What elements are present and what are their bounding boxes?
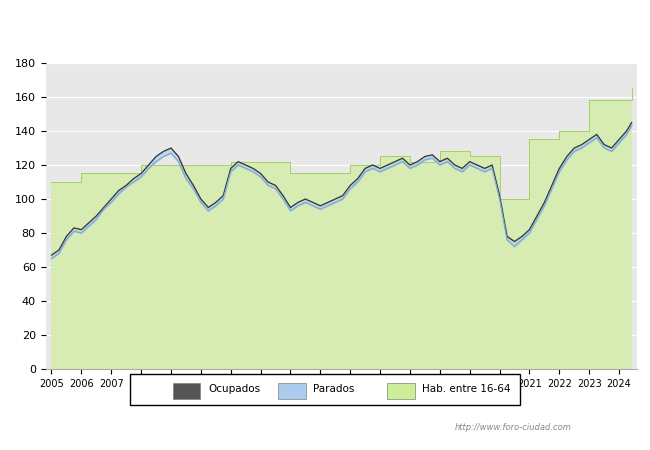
Text: Parados: Parados [313, 384, 355, 394]
Text: Espinelves - Evolucion de la poblacion en edad de Trabajar Mayo de 2024: Espinelves - Evolucion de la poblacion e… [41, 20, 609, 34]
Bar [387, 383, 415, 399]
Text: Hab. entre 16-64: Hab. entre 16-64 [422, 384, 511, 394]
Bar [278, 383, 306, 399]
Bar [173, 383, 200, 399]
Text: http://www.foro-ciudad.com: http://www.foro-ciudad.com [455, 423, 572, 432]
FancyBboxPatch shape [130, 374, 520, 405]
Text: Ocupados: Ocupados [208, 384, 260, 394]
